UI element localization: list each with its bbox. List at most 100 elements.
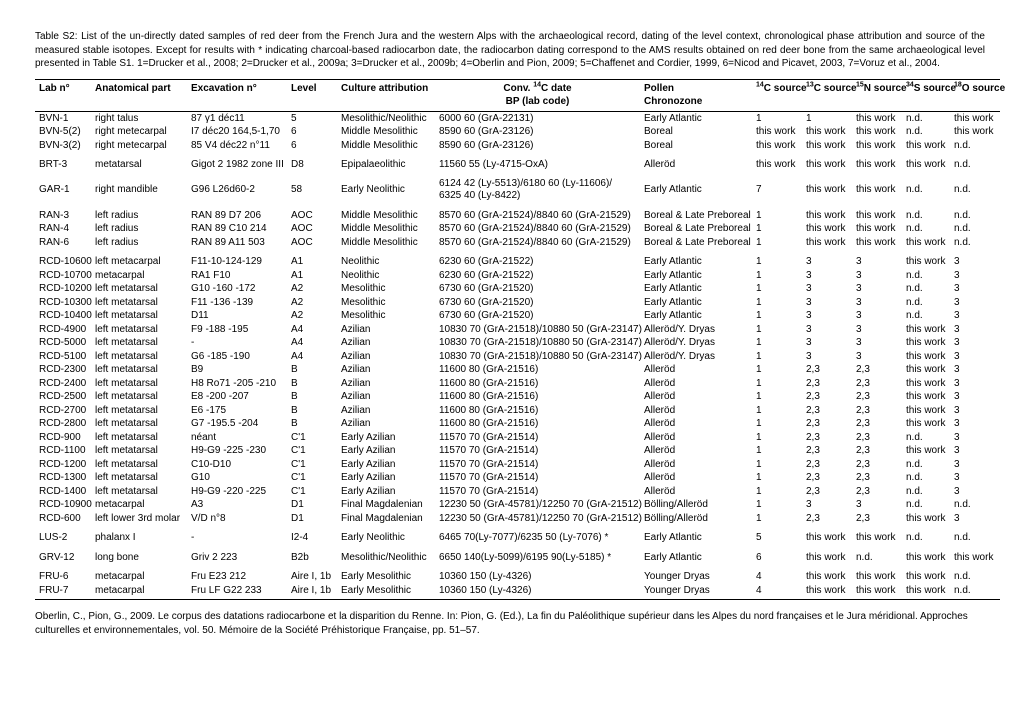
table-row: GAR-1right mandibleG96 L26d60-258Early N… — [35, 178, 1000, 203]
cell-s34: n.d. — [902, 111, 950, 125]
cell-lab: RCD-10700 — [35, 269, 91, 283]
cell-c13: 3 — [802, 282, 852, 296]
cell-lab: RCD-2300 — [35, 363, 91, 377]
cell-level: A2 — [287, 296, 337, 310]
cell-conv: 11600 80 (GrA-21516) — [435, 404, 640, 418]
cell-level: 6 — [287, 125, 337, 139]
table-row: BVN-1right talus87 γ1 déc115Mesolithic/N… — [35, 111, 1000, 125]
cell-c13: this work — [802, 531, 852, 545]
cell-conv: 11600 80 (GrA-21516) — [435, 363, 640, 377]
cell-cult: Mesolithic — [337, 309, 435, 323]
cell-n15: 3 — [852, 323, 902, 337]
cell-cult: Neolithic — [337, 255, 435, 269]
cell-o18: n.d. — [950, 570, 1000, 584]
cell-level: D1 — [287, 498, 337, 512]
cell-part: metacarpal — [91, 269, 187, 283]
cell-level: A1 — [287, 269, 337, 283]
cell-s34: n.d. — [902, 458, 950, 472]
cell-o18: 3 — [950, 458, 1000, 472]
cell-n15: this work — [852, 222, 902, 236]
cell-s34: this work — [902, 139, 950, 153]
cell-conv: 6230 60 (GrA-21522) — [435, 255, 640, 269]
cell-cult: Azilian — [337, 417, 435, 431]
cell-s34: n.d. — [902, 209, 950, 223]
table-row: RAN-6left radiusRAN 89 A11 503AOCMiddle … — [35, 236, 1000, 250]
cell-o18: 3 — [950, 512, 1000, 526]
cell-o18: 3 — [950, 336, 1000, 350]
cell-level: C'1 — [287, 458, 337, 472]
cell-part: left metatarsal — [91, 417, 187, 431]
table-row: RCD-10400left metatarsalD11A2Mesolithic6… — [35, 309, 1000, 323]
cell-exc: F11-10-124-129 — [187, 255, 287, 269]
cell-level: AOC — [287, 222, 337, 236]
cell-n15: n.d. — [852, 551, 902, 565]
col-c14: 14C source — [752, 79, 802, 111]
cell-n15: this work — [852, 178, 902, 203]
cell-o18: 3 — [950, 282, 1000, 296]
cell-pollen: Early Atlantic — [640, 178, 752, 203]
cell-c14: 1 — [752, 282, 802, 296]
cell-pollen: Boreal & Late Preboreal — [640, 209, 752, 223]
cell-c13: this work — [802, 236, 852, 250]
cell-s34: this work — [902, 444, 950, 458]
cell-part: left metatarsal — [91, 296, 187, 310]
cell-cult: Early Mesolithic — [337, 570, 435, 584]
cell-o18: 3 — [950, 471, 1000, 485]
cell-cult: Mesolithic/Neolithic — [337, 551, 435, 565]
cell-pollen: Alleröd — [640, 444, 752, 458]
cell-pollen: Boreal & Late Preboreal — [640, 236, 752, 250]
col-conv: Conv. 14C date BP (lab code) — [435, 79, 640, 111]
table-row: BVN-5(2)right metecarpalI7 déc20 164,5-1… — [35, 125, 1000, 139]
cell-cult: Azilian — [337, 404, 435, 418]
cell-level: I2-4 — [287, 531, 337, 545]
cell-c14: 1 — [752, 363, 802, 377]
cell-conv: 11600 80 (GrA-21516) — [435, 390, 640, 404]
cell-cult: Mesolithic/Neolithic — [337, 111, 435, 125]
cell-o18: 3 — [950, 363, 1000, 377]
table-row: RCD-10900metacarpalA3D1Final Magdalenian… — [35, 498, 1000, 512]
table-row: GRV-12long boneGriv 2 223B2bMesolithic/N… — [35, 551, 1000, 565]
cell-c13: 1 — [802, 111, 852, 125]
cell-exc: Fru LF G22 233 — [187, 584, 287, 600]
cell-c13: 2,3 — [802, 458, 852, 472]
cell-c14: 4 — [752, 584, 802, 600]
cell-o18: this work — [950, 125, 1000, 139]
cell-part: metacarpal — [91, 570, 187, 584]
col-lab: Lab n° — [35, 79, 91, 111]
cell-pollen: Early Atlantic — [640, 111, 752, 125]
table-row: RCD-10200left metatarsalG10 -160 -172A2M… — [35, 282, 1000, 296]
cell-c13: 2,3 — [802, 390, 852, 404]
table-row: RCD-5100left metatarsalG6 -185 -190A4Azi… — [35, 350, 1000, 364]
cell-cult: Azilian — [337, 323, 435, 337]
cell-n15: 2,3 — [852, 485, 902, 499]
cell-exc: néant — [187, 431, 287, 445]
cell-cult: Azilian — [337, 336, 435, 350]
table-row: BVN-3(2)right metecarpal85 V4 déc22 n°11… — [35, 139, 1000, 153]
cell-pollen: Bölling/Alleröd — [640, 498, 752, 512]
cell-n15: this work — [852, 236, 902, 250]
cell-pollen: Boreal — [640, 139, 752, 153]
cell-level: B — [287, 404, 337, 418]
cell-cult: Azilian — [337, 350, 435, 364]
cell-o18: 3 — [950, 431, 1000, 445]
col-n15: 15N source — [852, 79, 902, 111]
cell-n15: this work — [852, 158, 902, 172]
cell-n15: 3 — [852, 269, 902, 283]
cell-s34: this work — [902, 323, 950, 337]
cell-pollen: Alleröd — [640, 485, 752, 499]
col-s34: 34S source — [902, 79, 950, 111]
cell-exc: A3 — [187, 498, 287, 512]
cell-conv: 8570 60 (GrA-21524)/8840 60 (GrA-21529) — [435, 209, 640, 223]
cell-conv: 6000 60 (GrA-22131) — [435, 111, 640, 125]
cell-c14: 1 — [752, 431, 802, 445]
cell-part: left metatarsal — [91, 336, 187, 350]
cell-o18: this work — [950, 111, 1000, 125]
cell-exc: Gigot 2 1982 zone III — [187, 158, 287, 172]
col-cult: Culture attribution — [337, 79, 435, 111]
cell-cult: Early Neolithic — [337, 531, 435, 545]
cell-c13: 3 — [802, 309, 852, 323]
cell-exc: G96 L26d60-2 — [187, 178, 287, 203]
cell-lab: LUS-2 — [35, 531, 91, 545]
cell-o18: 3 — [950, 390, 1000, 404]
cell-pollen: Early Atlantic — [640, 309, 752, 323]
